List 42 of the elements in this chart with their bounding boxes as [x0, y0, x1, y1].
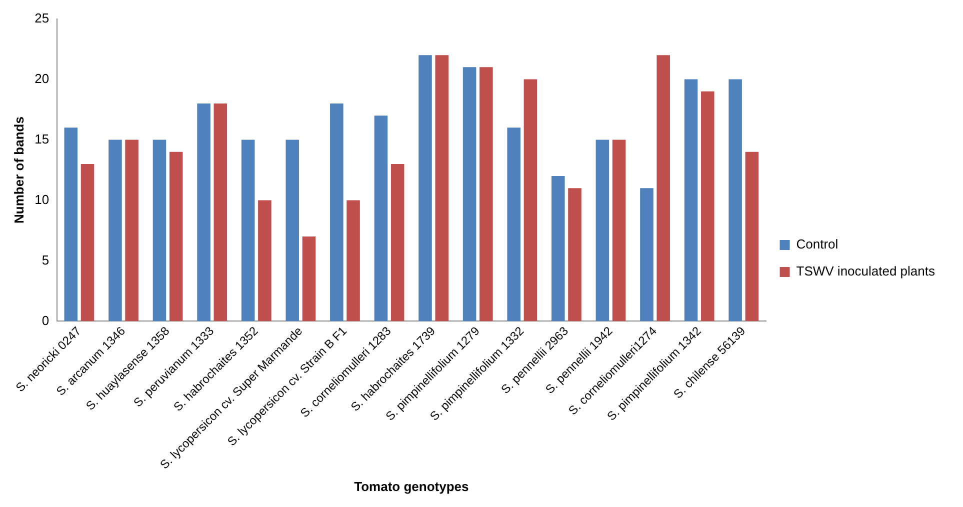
- bar: [656, 55, 670, 322]
- y-axis-title: Number of bands: [11, 116, 26, 224]
- bar: [612, 140, 626, 322]
- bar: [80, 164, 94, 322]
- bar: [169, 152, 183, 322]
- bar: [462, 67, 476, 322]
- bar: [108, 140, 122, 322]
- bar: [745, 152, 759, 322]
- bar: [551, 176, 565, 322]
- y-tick-label: 10: [34, 192, 50, 207]
- bar: [64, 128, 78, 322]
- bar: [700, 91, 714, 322]
- y-tick-label: 20: [34, 70, 50, 86]
- bar: [197, 103, 210, 322]
- bar: [524, 79, 538, 322]
- y-tick-label: 25: [34, 10, 50, 26]
- bar: [374, 116, 388, 322]
- bar: [346, 200, 360, 322]
- bar: [302, 236, 316, 322]
- bar: [435, 55, 449, 322]
- bar: [390, 164, 404, 322]
- y-tick-label: 0: [42, 312, 50, 328]
- bar: [286, 140, 300, 322]
- bar: [258, 200, 272, 322]
- y-tick-label: 15: [34, 131, 50, 146]
- bar: [507, 128, 520, 322]
- y-tick-label: 5: [42, 252, 50, 268]
- bar: [241, 140, 255, 322]
- x-axis-title: Tomato genotypes: [354, 478, 469, 494]
- bar: [330, 103, 344, 322]
- bar: [728, 79, 742, 322]
- bar: [480, 67, 493, 322]
- bar: [596, 140, 610, 322]
- legend-label: TSWV inoculated plants: [796, 264, 936, 279]
- bar: [125, 140, 138, 322]
- bar: [568, 188, 582, 322]
- bar: [684, 79, 698, 322]
- bar: [640, 188, 654, 322]
- legend-label: Control: [796, 236, 838, 252]
- bar: [152, 140, 166, 322]
- bar: [418, 55, 432, 322]
- bar: [214, 103, 228, 322]
